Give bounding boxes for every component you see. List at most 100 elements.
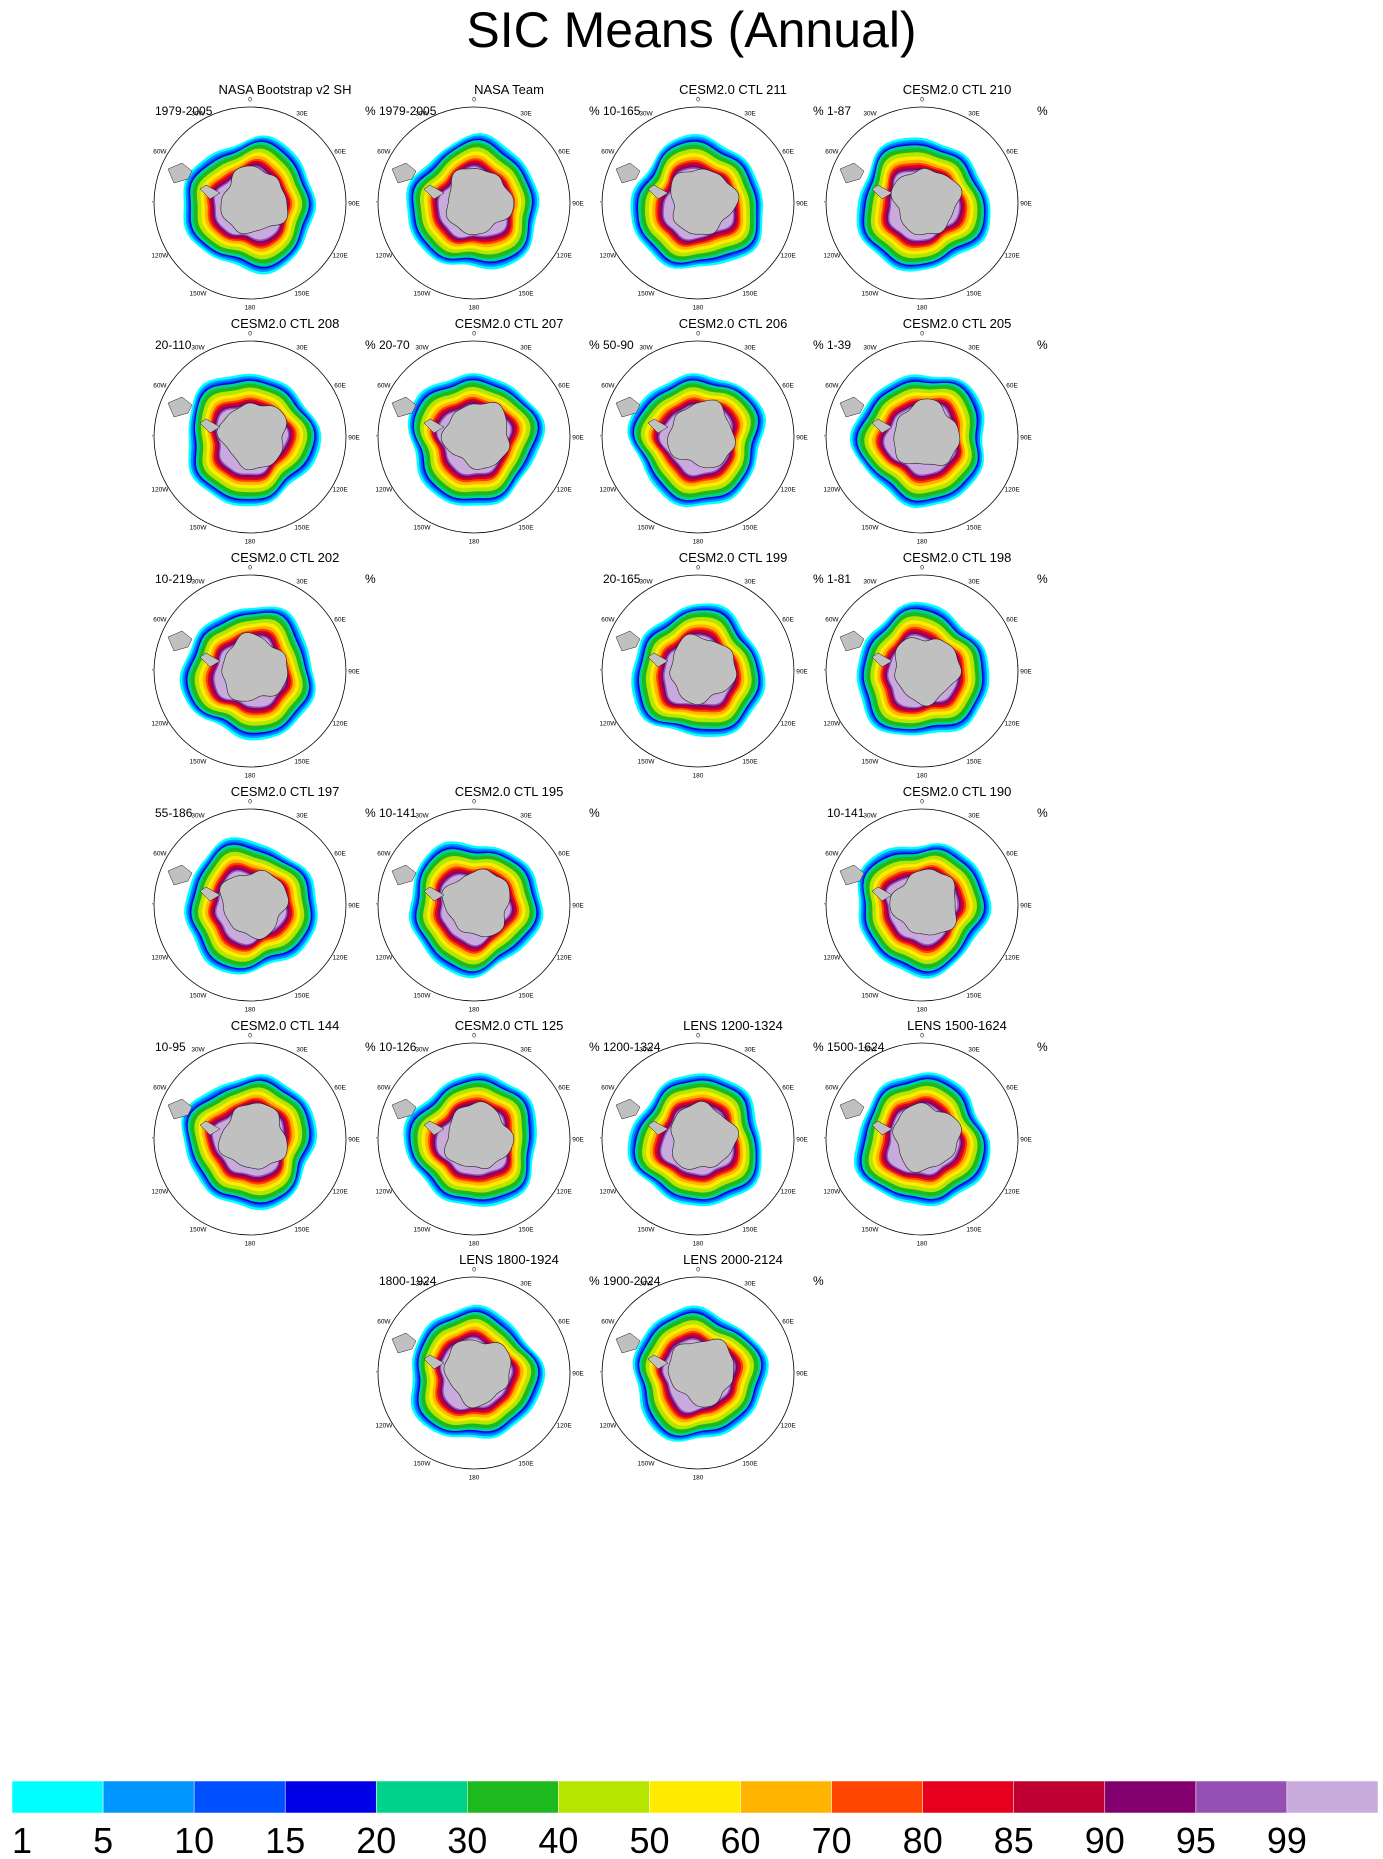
south-america-landmass: [167, 864, 193, 886]
longitude-label: 30E: [520, 1280, 532, 1287]
panel-title: CESM2.0 CTL 210: [902, 82, 1012, 97]
longitude-label: 30W: [639, 1046, 653, 1053]
south-america-landmass: [167, 162, 193, 184]
longitude-label: 30W: [415, 110, 429, 117]
map-boundary: [825, 1042, 1019, 1236]
longitude-label: 120W: [600, 1189, 617, 1196]
longitude-label: 60W: [153, 617, 167, 624]
longitude-label: 90E: [796, 435, 808, 442]
map-panel: LENS 1500-1624 1500-1624% 0 30E 60E 90E 120E 15…: [824, 1018, 1090, 1288]
panel-range: 1979-2005: [379, 104, 437, 118]
antarctica-landmass: [889, 868, 957, 936]
map-panel: LENS 1800-1924 1800-1924% 0 30E 60E 90E 120E 15…: [376, 1252, 642, 1522]
peninsula-landmass: [871, 418, 893, 434]
colorbar-swatch: [831, 1780, 923, 1814]
longitude-label: 150W: [862, 525, 880, 532]
longitude-label: 30E: [520, 110, 532, 117]
panel-title: LENS 1200-1324: [683, 1018, 783, 1033]
longitude-label: 0: [696, 331, 700, 338]
longitude-label: 0: [696, 565, 700, 572]
longitude-label: 30E: [744, 578, 756, 585]
polar-map: 030E60E90E120E150E180150W120W90W60W30W: [152, 331, 360, 546]
south-america-landmass: [839, 396, 865, 418]
colorbar-swatch: [1104, 1780, 1197, 1814]
peninsula-landmass: [871, 1120, 893, 1136]
map-panel: CESM2.0 CTL 205 1-39% 0 30E 60E 90E 120E 150E 18…: [824, 316, 1090, 586]
longitude-label: 120W: [376, 955, 393, 962]
colorbar-tick-label: 30: [447, 1820, 487, 1859]
colorbar-swatch: [922, 1780, 1015, 1814]
south-america-landmass: [615, 1332, 641, 1354]
longitude-label: 30W: [191, 344, 205, 351]
longitude-label: 180: [469, 1007, 480, 1014]
panel-unit: %: [589, 1040, 600, 1054]
map-boundary: [601, 106, 795, 300]
south-america-landmass: [391, 1332, 417, 1354]
colorbar-swatch: [1195, 1780, 1288, 1814]
longitude-label: 30W: [415, 344, 429, 351]
longitude-label: 30E: [520, 344, 532, 351]
panel-range: 1500-1624: [827, 1040, 885, 1054]
panel-unit: %: [365, 572, 376, 586]
longitude-label: 120W: [152, 253, 169, 260]
map-boundary: [601, 1276, 795, 1470]
panel-title: NASA Bootstrap v2 SH: [218, 82, 352, 97]
map-boundary: [825, 808, 1019, 1002]
longitude-label: 0: [248, 97, 252, 104]
longitude-label: 60E: [558, 383, 570, 390]
longitude-label: 30W: [639, 578, 653, 585]
longitude-label: 150E: [518, 525, 534, 532]
longitude-label: 0: [696, 1267, 700, 1274]
peninsula-landmass: [199, 184, 221, 200]
longitude-label: 150W: [638, 291, 656, 298]
longitude-label: 60W: [153, 383, 167, 390]
panel-range: 10-126: [379, 1040, 417, 1054]
antarctica-landmass: [894, 637, 962, 707]
south-america-landmass: [167, 1098, 193, 1120]
longitude-label: 120W: [152, 487, 169, 494]
antarctica-landmass: [217, 1102, 288, 1170]
longitude-label: 180: [469, 539, 480, 546]
south-america-landmass: [839, 1098, 865, 1120]
map-panel: CESM2.0 CTL 198 1-81% 0 30E 60E 90E 120E 150E 18…: [824, 550, 1090, 820]
longitude-label: 30E: [968, 1046, 980, 1053]
longitude-label: 60E: [1006, 383, 1018, 390]
longitude-label: 120W: [152, 1189, 169, 1196]
south-america-landmass: [615, 396, 641, 418]
antarctica-landmass: [221, 632, 288, 702]
longitude-label: 0: [920, 1033, 924, 1040]
peninsula-landmass: [199, 1120, 221, 1136]
longitude-label: 180: [693, 305, 704, 312]
longitude-label: 30E: [744, 344, 756, 351]
colorbar-tick-label: 20: [356, 1820, 396, 1859]
map-boundary: [377, 1276, 571, 1470]
panel-range: 20-165: [603, 572, 641, 586]
antarctica-landmass: [220, 165, 289, 235]
panel-unit: %: [813, 338, 824, 352]
panel-unit: %: [1037, 104, 1048, 118]
map-panel: CESM2.0 CTL 202 10-219% 0 30E 60E 90E 120E 150E…: [152, 550, 418, 820]
map-panel: CESM2.0 CTL 206 50-90% 0 30E 60E 90E 120E 150E 1…: [600, 316, 866, 586]
longitude-label: 150E: [742, 1227, 758, 1234]
longitude-label: 150W: [862, 759, 880, 766]
longitude-label: 30E: [968, 110, 980, 117]
longitude-label: 90E: [572, 201, 584, 208]
colorbar-swatch: [1013, 1780, 1106, 1814]
longitude-label: 90E: [1020, 669, 1032, 676]
map-boundary: [153, 808, 347, 1002]
longitude-label: 150E: [518, 993, 534, 1000]
longitude-label: 30E: [520, 812, 532, 819]
longitude-label: 30E: [296, 578, 308, 585]
longitude-label: 30E: [296, 110, 308, 117]
south-america-landmass: [391, 162, 417, 184]
longitude-label: 60W: [601, 383, 615, 390]
map-boundary: [153, 106, 347, 300]
map-boundary: [825, 340, 1019, 534]
longitude-label: 60W: [825, 383, 839, 390]
panel-unit: %: [365, 338, 376, 352]
longitude-label: 150E: [742, 759, 758, 766]
longitude-label: 120W: [824, 487, 841, 494]
longitude-label: 30W: [415, 1280, 429, 1287]
longitude-label: 150W: [190, 1227, 208, 1234]
panel-range: 1-87: [827, 104, 852, 118]
